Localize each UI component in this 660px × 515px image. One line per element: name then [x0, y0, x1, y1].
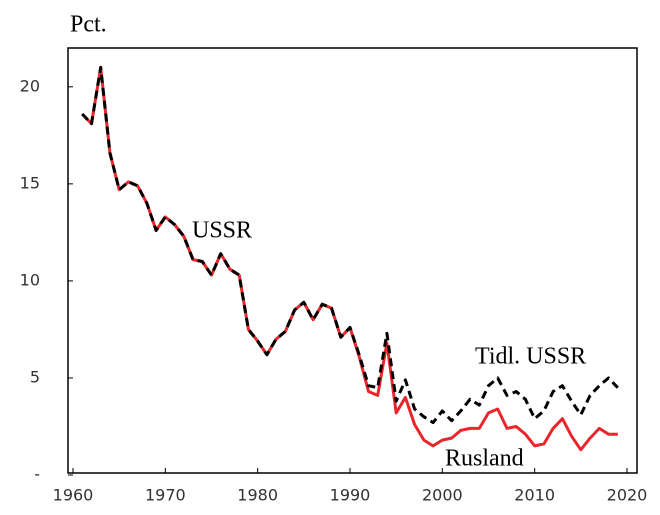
plot-frame: [67, 47, 638, 474]
series-label: Rusland: [445, 446, 524, 472]
x-tick-label: 2020: [607, 486, 648, 505]
y-tick-label: 15: [20, 173, 40, 192]
y-tick-label: 5: [30, 367, 40, 386]
x-tick-label: 1960: [53, 486, 94, 505]
x-tick-label: 2010: [514, 486, 555, 505]
y-tick-label: 20: [20, 76, 40, 95]
y-tick-label: -: [34, 465, 40, 484]
annotation: USSR: [192, 218, 252, 244]
x-tick-label: 1990: [330, 486, 371, 505]
y-axis-label: Pct.: [70, 12, 107, 38]
x-tick-label: 2000: [422, 486, 463, 505]
series-label: Tidl. USSR: [475, 344, 586, 370]
series-line: [81, 65, 618, 452]
x-tick-label: 1970: [145, 486, 186, 505]
series-line: [81, 65, 619, 425]
x-tick-label: 1980: [237, 486, 278, 505]
y-tick-label: 10: [20, 270, 40, 289]
